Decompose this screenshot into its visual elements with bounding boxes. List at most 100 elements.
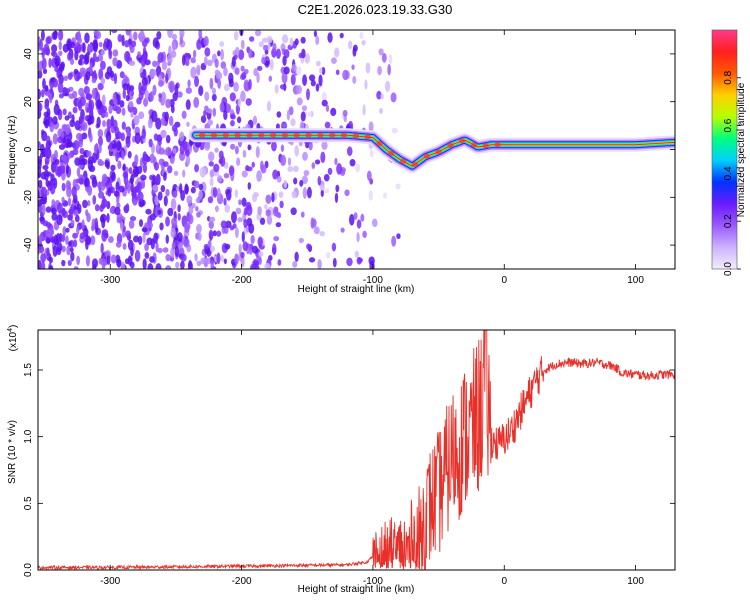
spectrogram-speckle: [301, 175, 308, 185]
snr-y-axis: 0.0 0.5 1.0 1.5: [23, 363, 675, 577]
spectrogram-speckle: [115, 140, 122, 151]
spectrogram-speckle: [349, 158, 356, 167]
spectrogram-ridge-knot: [281, 132, 289, 138]
spectrogram-speckle: [230, 109, 234, 115]
spectrogram-speckle: [220, 48, 225, 61]
spectrogram-speckle: [106, 118, 112, 130]
spectrogram-speckle: [238, 199, 242, 206]
spectrogram-speckle: [185, 154, 191, 166]
spectrogram-speckle: [229, 92, 236, 102]
spectrogram-speckle: [272, 169, 279, 180]
spectrogram-speckle: [57, 81, 64, 94]
spectrogram-speckle: [352, 75, 357, 84]
spectrogram-speckle: [134, 250, 141, 262]
spectrogram-speckle: [60, 154, 68, 161]
spectrogram-speckle: [82, 229, 86, 238]
spectrogram-speckle: [258, 257, 262, 265]
spectrogram-speckle: [228, 165, 235, 177]
spectrogram-speckle: [241, 72, 247, 80]
spectrogram-speckle: [145, 37, 150, 44]
spectrogram-speckle: [255, 146, 260, 159]
spectrogram-speckle: [121, 150, 125, 161]
spectrogram-speckle: [118, 185, 125, 193]
snr-multiplier: (x104): [7, 325, 19, 352]
spectrogram-ridge-knot: [329, 132, 336, 138]
spectrogram-speckle: [184, 223, 190, 234]
spectrogram-speckle: [41, 186, 47, 198]
spectrogram-speckle: [186, 121, 190, 127]
spectrogram-speckle: [216, 175, 223, 183]
spectrogram-speckle: [175, 261, 180, 269]
spectrogram-speckle: [354, 163, 361, 173]
spectrogram-speckle: [150, 238, 155, 250]
spectrogram-speckle: [165, 234, 169, 244]
spectrogram-speckle: [100, 77, 106, 85]
spectrogram-speckle: [319, 230, 325, 237]
spectrogram-speckle: [54, 66, 60, 73]
spectrogram-speckle: [52, 245, 58, 257]
spectrogram-speckle: [136, 182, 142, 194]
spectrogram-speckle: [317, 175, 322, 186]
spectrogram-ridge-knot: [234, 132, 241, 138]
spectrogram-speckle: [225, 188, 232, 201]
spectrogram-speckle: [102, 105, 107, 113]
spectrogram-speckle: [391, 127, 398, 134]
spectrogram-speckle: [149, 213, 156, 221]
spectrogram-speckle: [148, 138, 153, 148]
spectrogram-speckle: [67, 72, 73, 80]
spectrogram-speckle: [278, 191, 284, 198]
spectrogram-speckle: [346, 146, 353, 157]
spectrogram-speckle: [292, 260, 298, 268]
spectrogram-speckle: [129, 45, 135, 54]
spectrogram-speckle: [122, 163, 126, 171]
spectrogram-speckle: [290, 118, 296, 127]
spectrogram-speckle: [304, 53, 311, 64]
spectrogram-speckle: [229, 225, 235, 231]
spectrogram-speckle: [196, 211, 201, 218]
spectrogram-speckle: [109, 207, 115, 214]
spectrogram-speckle: [252, 192, 259, 198]
spectrogram-speckle: [287, 165, 294, 173]
spectrogram-speckle: [315, 35, 320, 46]
spectrogram-speckle: [115, 241, 122, 248]
spectrogram-speckle: [288, 106, 294, 116]
snr-y-label: SNR (10 * v/v): [7, 420, 18, 484]
spectrogram-speckle: [339, 32, 344, 39]
spectrogram-speckle: [145, 208, 152, 215]
spectrogram-ridge-knot: [482, 143, 490, 149]
spectrogram-speckle: [41, 261, 46, 269]
spectrogram-speckle: [384, 80, 391, 93]
spectrogram-speckle: [65, 180, 71, 191]
spectrogram-speckle: [197, 232, 202, 241]
spectrogram-speckle: [212, 107, 217, 117]
spectrogram-speckle: [258, 251, 264, 258]
spectrogram-speckle: [298, 237, 304, 244]
spectrogram-speckle: [44, 145, 49, 157]
snr-x-axis: -300 -200 -100 0 100: [100, 330, 644, 587]
spectrogram-speckle: [196, 224, 202, 234]
spectrogram-speckle: [364, 79, 368, 90]
spectrogram-speckle: [349, 213, 355, 226]
spectrogram-speckle: [104, 71, 111, 80]
spectrogram-speckle: [211, 93, 217, 102]
spectrogram-speckle: [210, 259, 214, 269]
spectrogram-speckle: [220, 155, 226, 167]
spectrogram-speckle: [248, 78, 252, 90]
spectrogram-speckle: [209, 177, 214, 187]
spectrogram-speckle: [325, 252, 331, 259]
spectrogram-speckle: [180, 260, 185, 269]
x-tick-label: -300: [100, 275, 120, 286]
y-tick-label: 0: [23, 146, 34, 152]
spectrogram-speckle: [127, 255, 133, 266]
spectrogram-speckle: [94, 204, 100, 212]
spectrogram-speckle: [171, 41, 176, 52]
spectrogram-speckle: [162, 247, 169, 253]
spectrogram-speckle: [49, 92, 53, 104]
spectrogram-speckle: [107, 187, 112, 197]
spectrogram-speckle: [90, 235, 96, 246]
spectrogram-speckle: [104, 111, 109, 118]
spectrogram-speckle: [81, 121, 88, 132]
spectrogram-speckle: [216, 71, 223, 80]
spectrogram-speckle: [52, 116, 58, 125]
spectrogram-speckle: [194, 164, 200, 173]
